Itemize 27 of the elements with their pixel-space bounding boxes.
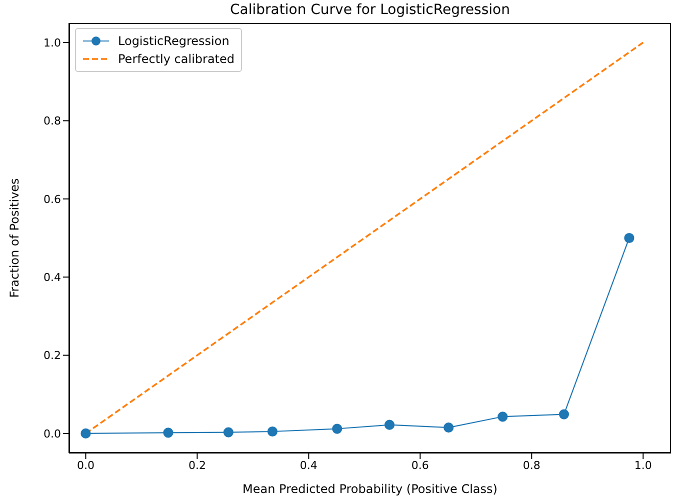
x-axis-title: Mean Predicted Probability (Positive Class) — [242, 482, 498, 496]
y-tick-label: 1.0 — [44, 36, 61, 50]
point — [624, 232, 634, 244]
point — [498, 412, 508, 422]
x-tick-label: 0.6 — [411, 458, 429, 472]
point — [223, 427, 234, 438]
x-tick-label: 1.0 — [634, 458, 652, 472]
legend-label: LogisticRegression — [118, 33, 230, 50]
point — [384, 420, 395, 430]
y-tick-label: 0.6 — [44, 192, 61, 206]
point — [558, 409, 570, 420]
legend-label: Perfectly calibrated — [118, 51, 235, 68]
chart-title: Calibration Curve for LogisticRegression — [229, 2, 511, 18]
y-tick-label: 0.4 — [44, 270, 61, 284]
x-tick-label: 0.4 — [300, 458, 318, 472]
point — [163, 428, 174, 438]
point — [444, 422, 454, 433]
y-axis-title: Fraction of Positives — [7, 178, 22, 298]
point — [267, 426, 278, 437]
y-tick-label: 0.0 — [44, 427, 61, 440]
y-tick-label: 0.8 — [44, 114, 61, 128]
x-tick-label: 0.8 — [522, 458, 540, 472]
x-tick-label: 0.0 — [76, 458, 94, 472]
point — [332, 424, 342, 434]
x-tick-label: 0.2 — [188, 458, 206, 472]
y-tick-label: 0.2 — [44, 349, 61, 362]
point — [80, 428, 91, 439]
